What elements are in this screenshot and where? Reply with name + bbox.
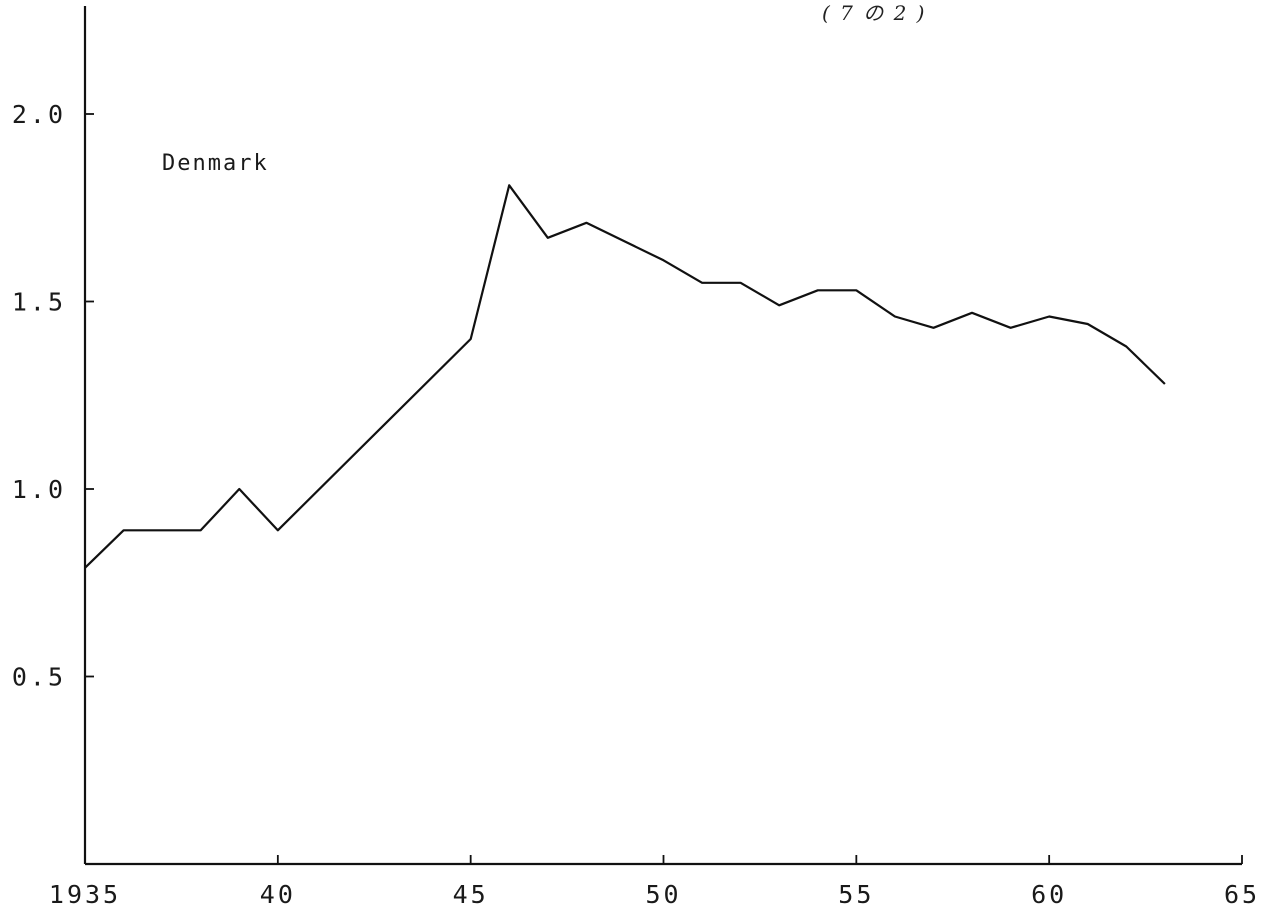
x-tick-label: 1935 <box>49 880 121 909</box>
y-tick-group: 0.5 1.0 1.5 2.0 <box>12 100 94 692</box>
x-tick-label: 65 <box>1224 880 1260 909</box>
x-tick-label: 60 <box>1031 880 1067 909</box>
handwritten-page-note: ( 7 の 2 ) <box>822 1 926 25</box>
axes <box>83 6 1242 866</box>
y-tick-label: 0.5 <box>12 663 66 692</box>
y-tick-label: 2.0 <box>12 100 66 129</box>
x-tick-group: 1935 40 45 50 55 60 65 <box>49 855 1260 909</box>
x-tick-label: 45 <box>453 880 489 909</box>
x-tick-label: 40 <box>260 880 296 909</box>
y-tick-label: 1.0 <box>12 475 66 504</box>
y-tick-label: 1.5 <box>12 288 66 317</box>
x-tick-label: 55 <box>838 880 874 909</box>
series-group <box>84 184 1166 569</box>
x-tick-label: 50 <box>645 880 681 909</box>
series-label: Denmark <box>162 151 269 176</box>
series-line-denmark <box>84 184 1166 569</box>
